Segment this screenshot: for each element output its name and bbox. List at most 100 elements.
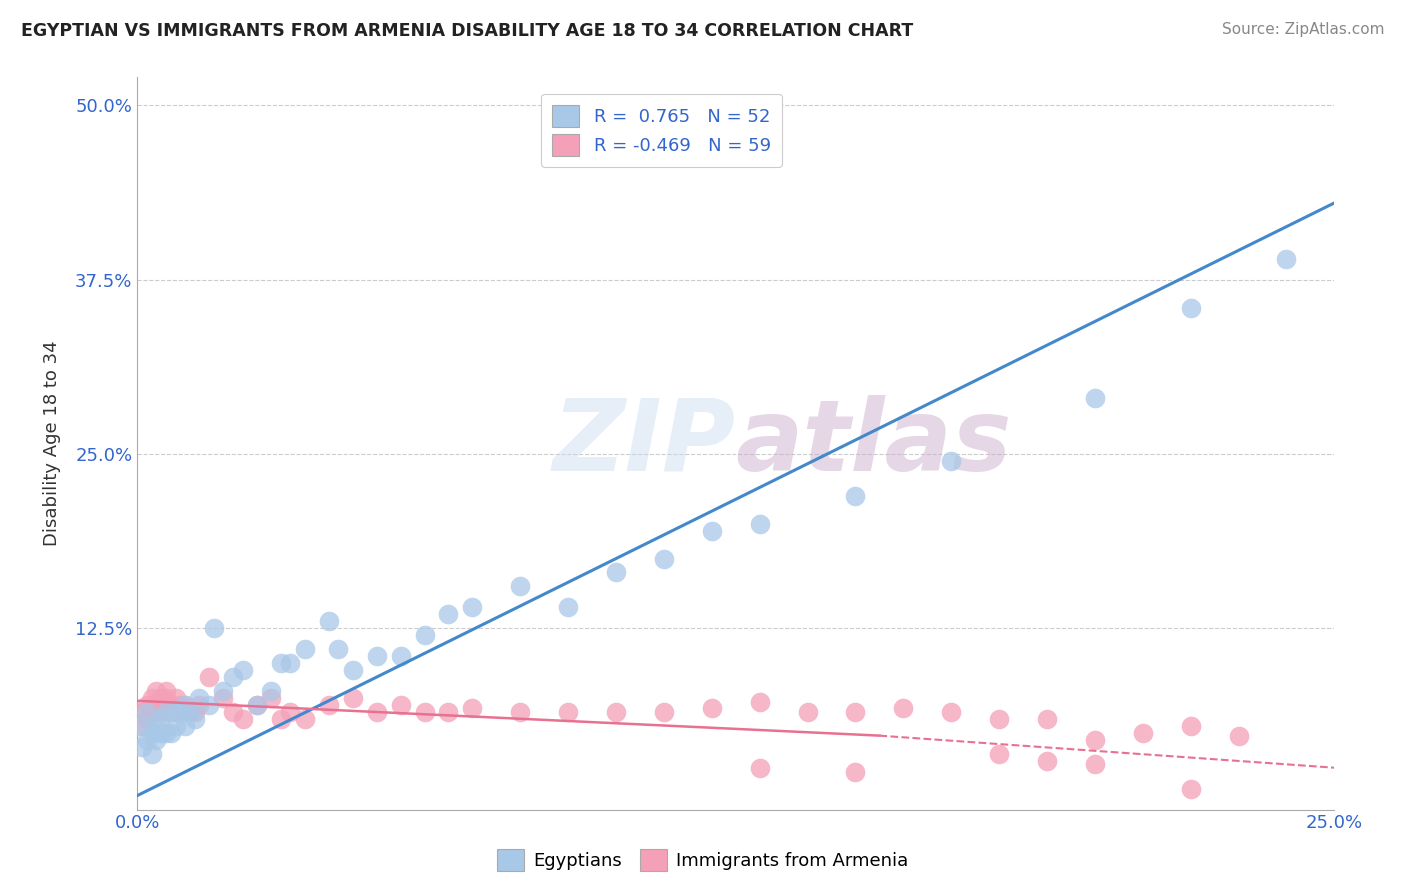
Point [605,705,627,719]
Point [260,690,283,705]
Point [131,719,153,733]
Point [145,719,167,733]
Point [1036,754,1059,768]
Point [198,670,221,684]
Point [188,698,211,712]
Point [988,712,1011,726]
Point [280,656,302,670]
Point [174,719,197,733]
Point [145,732,167,747]
Point [509,579,531,593]
Point [155,690,177,705]
Point [318,698,340,712]
Point [844,705,866,719]
Text: Source: ZipAtlas.com: Source: ZipAtlas.com [1222,22,1385,37]
Point [270,712,292,726]
Point [1180,301,1202,315]
Point [1275,252,1298,266]
Point [1227,729,1250,743]
Point [159,698,181,712]
Point [155,684,177,698]
Point [318,615,340,629]
Point [652,705,675,719]
Point [232,712,254,726]
Point [1132,726,1154,740]
Point [700,524,723,538]
Point [212,684,235,698]
Point [1084,391,1107,405]
Point [557,600,579,615]
Point [165,705,187,719]
Point [246,698,269,712]
Point [131,705,153,719]
Point [1084,732,1107,747]
Point [169,705,191,719]
Point [150,712,173,726]
Text: atlas: atlas [735,395,1012,492]
Point [212,690,235,705]
Point [179,705,201,719]
Point [748,761,770,775]
Point [222,670,245,684]
Point [155,705,177,719]
Point [131,719,153,733]
Point [796,705,818,719]
Point [183,705,205,719]
Point [461,700,484,714]
Point [150,726,173,740]
Point [150,690,173,705]
Point [988,747,1011,761]
Point [1180,781,1202,796]
Point [294,642,316,657]
Point [222,705,245,719]
Point [141,690,163,705]
Point [280,705,302,719]
Point [366,705,388,719]
Point [294,712,316,726]
Point [389,649,412,664]
Point [135,712,157,726]
Point [461,600,484,615]
Text: ZIP: ZIP [553,395,735,492]
Point [174,698,197,712]
Point [145,698,167,712]
Point [165,690,187,705]
Point [202,621,225,635]
Point [183,712,205,726]
Point [748,516,770,531]
Point [141,726,163,740]
Point [342,690,364,705]
Point [159,726,181,740]
Point [342,663,364,677]
Point [605,566,627,580]
Point [389,698,412,712]
Point [328,642,350,657]
Point [652,551,675,566]
Point [437,607,460,622]
Legend: R =  0.765   N = 52, R = -0.469   N = 59: R = 0.765 N = 52, R = -0.469 N = 59 [541,94,782,167]
Point [141,747,163,761]
Point [131,739,153,754]
Point [941,454,963,468]
Point [941,705,963,719]
Point [893,700,915,714]
Point [270,656,292,670]
Point [509,705,531,719]
Point [1036,712,1059,726]
Point [437,705,460,719]
Y-axis label: Disability Age 18 to 34: Disability Age 18 to 34 [44,341,60,546]
Point [145,684,167,698]
Point [174,698,197,712]
Point [1180,719,1202,733]
Point [179,705,201,719]
Point [141,705,163,719]
Point [165,719,187,733]
Point [246,698,269,712]
Text: EGYPTIAN VS IMMIGRANTS FROM ARMENIA DISABILITY AGE 18 TO 34 CORRELATION CHART: EGYPTIAN VS IMMIGRANTS FROM ARMENIA DISA… [21,22,914,40]
Point [135,705,157,719]
Point [700,700,723,714]
Point [260,684,283,698]
Point [198,698,221,712]
Point [150,705,173,719]
Point [159,705,181,719]
